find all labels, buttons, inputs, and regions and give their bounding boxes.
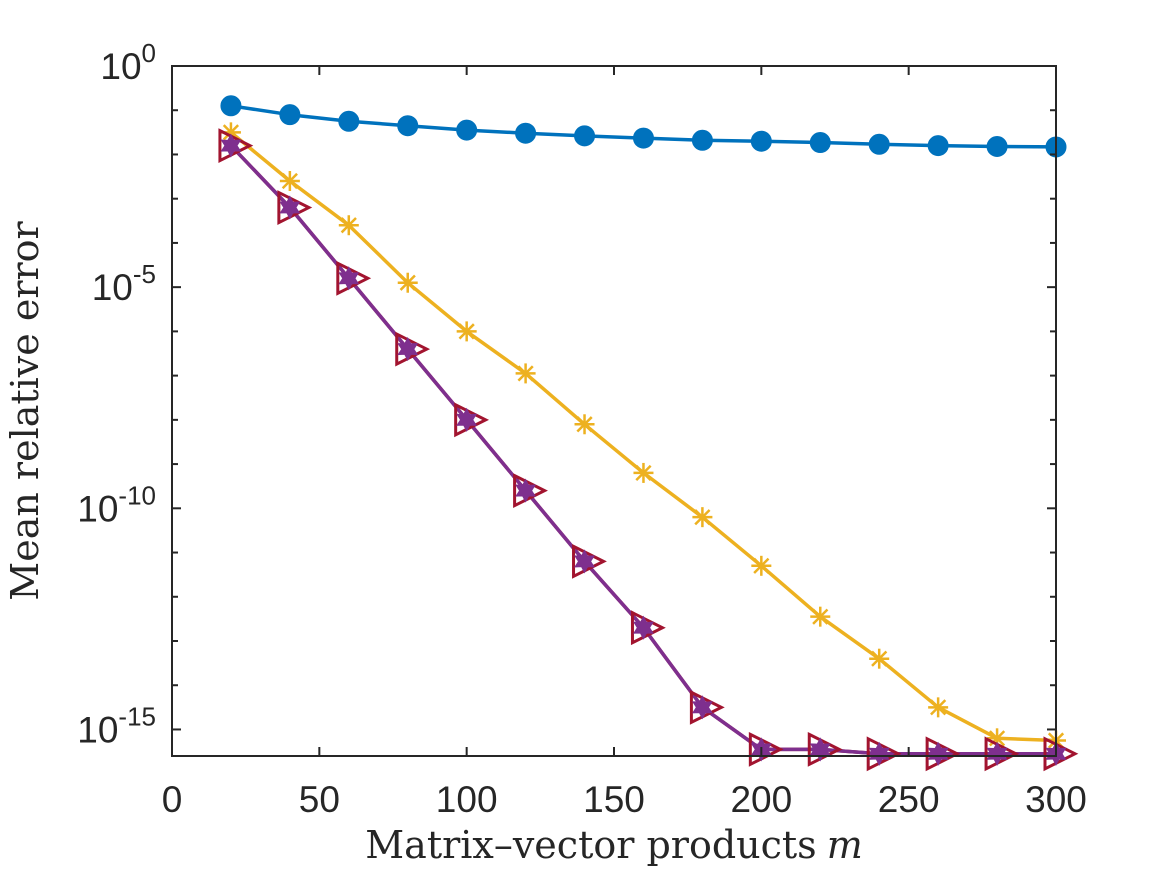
- data-point-purple-stars: [868, 741, 890, 766]
- data-point-purple-stars: [220, 133, 242, 158]
- x-tick-label: 250: [878, 779, 940, 820]
- data-point-blue-circles: [809, 132, 831, 154]
- axis-ticks: [171, 65, 1057, 756]
- data-point-yellow-asterisks: [928, 697, 949, 718]
- data-point-purple-stars: [574, 549, 596, 574]
- data-point-purple-stars: [279, 195, 301, 220]
- y-tick-exponent: -10: [118, 480, 156, 510]
- y-tick-exponent: 0: [142, 38, 156, 68]
- y-tick-label: 100: [100, 38, 156, 87]
- data-point-red-triangles: [866, 736, 902, 772]
- data-point-red-triangles: [572, 543, 607, 579]
- y-axis-label: Mean relative error: [3, 220, 47, 600]
- data-point-blue-circles: [750, 130, 772, 152]
- y-tick-base: 10: [77, 488, 118, 529]
- series-lines: [229, 104, 1057, 756]
- data-point-purple-stars: [691, 695, 713, 720]
- data-point-blue-circles: [986, 136, 1008, 157]
- x-tick-label: 150: [583, 779, 645, 820]
- series-line-red-triangles: [229, 144, 1056, 756]
- data-point-yellow-asterisks: [751, 555, 772, 576]
- series-line-yellow-asterisks: [229, 130, 1057, 743]
- y-tick-base: 10: [100, 46, 141, 87]
- data-point-red-triangles: [218, 128, 254, 164]
- data-point-red-triangles: [925, 736, 961, 772]
- data-point-purple-stars: [809, 737, 831, 762]
- data-point-purple-stars: [927, 741, 949, 766]
- x-axis-label-var: m: [827, 823, 863, 867]
- data-point-yellow-asterisks: [869, 648, 890, 669]
- x-tick-label: 100: [436, 779, 498, 820]
- data-point-blue-circles: [338, 110, 360, 132]
- data-point-purple-stars: [338, 266, 360, 291]
- data-point-yellow-asterisks: [692, 507, 713, 528]
- x-tick-labels: 0 50 100 150 200 250 300: [162, 779, 1087, 820]
- data-point-purple-stars: [456, 407, 478, 432]
- data-point-red-triangles: [277, 190, 313, 225]
- data-point-red-triangles: [336, 260, 372, 296]
- y-tick-label: 10-5: [92, 259, 156, 308]
- series-markers: [218, 95, 1079, 772]
- data-point-red-triangles: [689, 689, 725, 725]
- data-point-red-triangles: [984, 736, 1020, 772]
- x-axis-label-text: Matrix–vector products: [365, 823, 816, 867]
- data-point-red-triangles: [454, 402, 490, 438]
- data-point-purple-stars: [515, 478, 537, 503]
- y-tick-base: 10: [92, 267, 133, 308]
- data-point-blue-circles: [515, 122, 537, 144]
- data-point-yellow-asterisks: [574, 414, 595, 435]
- data-point-blue-circles: [279, 104, 301, 126]
- data-point-yellow-asterisks: [633, 462, 654, 483]
- data-point-blue-circles: [220, 95, 242, 117]
- x-tick-label: 0: [162, 779, 183, 820]
- data-point-red-triangles: [1043, 736, 1079, 772]
- x-axis-label: Matrix–vector products m: [365, 823, 862, 867]
- data-point-blue-circles: [574, 125, 596, 147]
- data-point-yellow-asterisks: [279, 171, 300, 191]
- y-tick-label: 10-10: [77, 480, 156, 529]
- data-point-blue-circles: [632, 127, 654, 149]
- data-point-blue-circles: [456, 119, 478, 141]
- data-point-purple-stars: [986, 741, 1008, 766]
- x-tick-label: 200: [730, 779, 792, 820]
- data-point-blue-circles: [927, 135, 949, 157]
- y-tick-base: 10: [77, 709, 118, 750]
- data-point-red-triangles: [513, 473, 548, 509]
- data-point-yellow-asterisks: [810, 606, 831, 627]
- data-point-yellow-asterisks: [456, 321, 477, 342]
- data-point-red-triangles: [395, 331, 431, 367]
- data-point-blue-circles: [691, 129, 713, 151]
- x-tick-label: 300: [1025, 779, 1087, 820]
- data-point-purple-stars: [397, 337, 419, 362]
- series-line-purple-stars: [229, 144, 1056, 756]
- data-point-yellow-asterisks: [397, 272, 418, 293]
- data-point-blue-circles: [397, 115, 419, 137]
- x-tick-label: 50: [299, 779, 340, 820]
- data-point-purple-stars: [632, 615, 654, 640]
- axes-frame: [171, 65, 1057, 757]
- y-tick-label: 10-15: [77, 701, 156, 750]
- y-tick-exponent: -15: [118, 701, 156, 731]
- data-point-red-triangles: [630, 610, 666, 646]
- data-point-yellow-asterisks: [515, 363, 536, 384]
- data-point-blue-circles: [868, 133, 890, 155]
- y-tick-exponent: -5: [133, 259, 156, 289]
- data-point-yellow-asterisks: [338, 215, 359, 236]
